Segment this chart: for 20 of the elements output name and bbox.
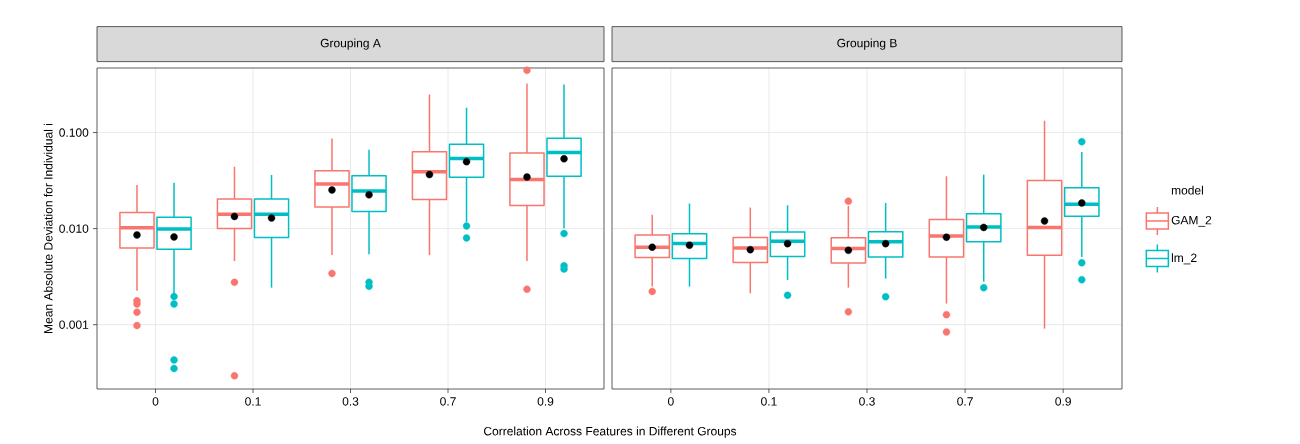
x-tick-label: 0.7: [957, 397, 973, 406]
x-tick-label: 0.9: [537, 397, 554, 406]
y-tick-label: 0.100: [59, 128, 89, 137]
x-tick-label: 0.7: [440, 397, 456, 406]
legend-label: GAM_2: [1171, 215, 1212, 227]
legend-title: model: [1171, 185, 1203, 195]
x-tick-label: 0.3: [342, 397, 359, 406]
x-tick-label: 0: [152, 397, 159, 406]
x-tick-label: 0.1: [245, 397, 261, 406]
x-tick-label: 0: [667, 397, 674, 406]
x-tick-label: 0.9: [1055, 397, 1071, 406]
y-tick-label: 0.001: [59, 320, 89, 329]
chart-title: Grouping A: [320, 38, 381, 50]
x-tick-label: 0.1: [761, 397, 777, 406]
y-axis-title: Mean Absolute Deviation for Individual i: [43, 123, 53, 333]
y-tick-label: 0.010: [59, 224, 89, 233]
x-axis-title: Correlation Across Features in Different Groups: [484, 426, 737, 438]
legend-label: lm_2: [1171, 253, 1197, 265]
x-tick-label: 0.3: [859, 397, 875, 406]
chart-title: Grouping B: [837, 38, 897, 50]
